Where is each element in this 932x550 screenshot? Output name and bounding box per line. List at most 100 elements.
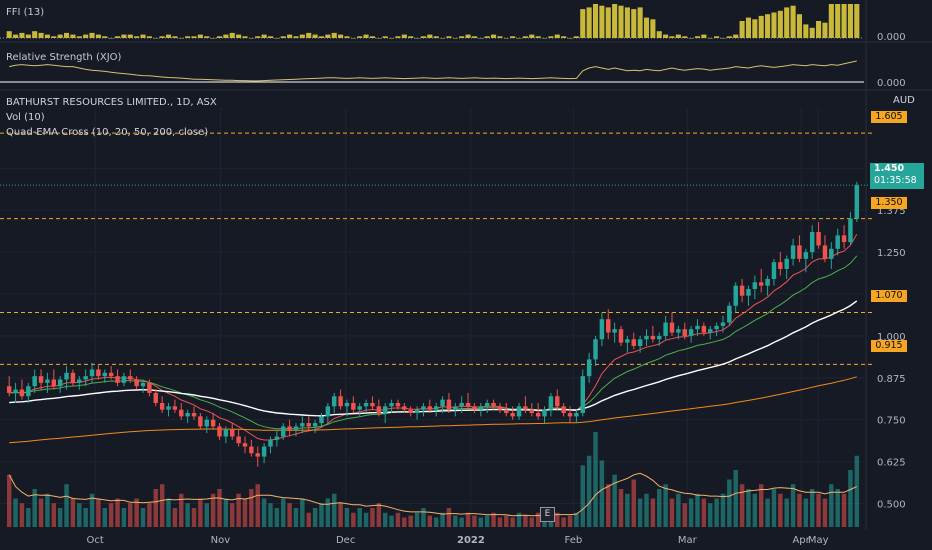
volume-bar xyxy=(287,503,292,527)
earnings-marker-icon[interactable]: E xyxy=(540,507,555,522)
ffi-bar xyxy=(236,34,242,38)
candle-body xyxy=(606,319,611,333)
volume-bar xyxy=(166,498,171,527)
ffi-bar xyxy=(261,34,267,38)
candle-body xyxy=(414,409,420,414)
candle-body xyxy=(778,262,783,269)
candle-body xyxy=(230,429,235,437)
volume-bar xyxy=(682,503,687,527)
ffi-bar xyxy=(675,34,681,38)
ffi-bar xyxy=(32,31,38,38)
volume-bar xyxy=(395,512,401,527)
candle-body xyxy=(491,402,496,407)
candle-body xyxy=(255,453,260,457)
candle-body xyxy=(720,322,726,326)
volume-bar xyxy=(516,512,522,527)
candle-body xyxy=(376,406,382,414)
ffi-bar xyxy=(567,38,573,39)
volume-bar xyxy=(676,493,681,527)
ffi-bar xyxy=(427,34,433,38)
volume-bar xyxy=(268,503,273,527)
candle-body xyxy=(695,325,700,330)
ffi-bar xyxy=(369,36,376,38)
ffi-bar xyxy=(44,34,50,38)
x-tick-label: May xyxy=(808,535,829,546)
candle-body xyxy=(657,335,662,340)
ffi-bar xyxy=(312,34,318,38)
volume-bar xyxy=(816,493,821,527)
candle-body xyxy=(319,416,324,424)
volume-bar xyxy=(453,515,458,527)
candle-body xyxy=(446,399,452,410)
ffi-bar xyxy=(51,36,57,38)
candle-body xyxy=(51,379,57,387)
volume-bar xyxy=(446,508,452,527)
y-tick-label: 1.000 xyxy=(877,332,906,343)
volume-bar xyxy=(803,498,809,527)
candle-body xyxy=(574,413,579,417)
volume-bar xyxy=(567,515,573,527)
ema-indicator-label[interactable]: Quad-EMA Cross (10, 20, 50, 200, close) xyxy=(6,127,209,138)
y-tick-label: 0.875 xyxy=(877,374,906,385)
candle-body xyxy=(478,406,484,410)
candle-body xyxy=(586,359,592,377)
candle-body xyxy=(268,439,273,447)
volume-bar xyxy=(108,503,114,527)
volume-bar xyxy=(433,517,439,527)
volume-bar xyxy=(389,515,394,527)
volume-bar xyxy=(529,517,535,527)
candle-body xyxy=(64,372,69,380)
candle-body xyxy=(771,262,777,279)
x-tick-label: Oct xyxy=(87,535,104,546)
x-tick-label: Feb xyxy=(565,535,583,546)
ffi-bar xyxy=(408,36,414,38)
volume-bar xyxy=(223,498,229,527)
level-badge-1350: 1.350 xyxy=(871,197,907,209)
candle-body xyxy=(134,379,139,387)
volume-bar xyxy=(669,498,675,527)
candle-body xyxy=(797,245,802,259)
candle-body xyxy=(223,429,229,437)
ema-200-line xyxy=(9,376,857,444)
volume-bar xyxy=(478,517,484,527)
candle-body xyxy=(472,406,477,410)
volume-bar xyxy=(172,508,178,527)
volume-bar xyxy=(319,503,324,527)
candle-body xyxy=(465,402,471,407)
volume-bar xyxy=(89,493,95,527)
volume-bar xyxy=(625,493,630,527)
x-tick-label: Mar xyxy=(678,535,698,546)
volume-bar xyxy=(249,489,254,527)
volume-bar xyxy=(637,498,643,527)
volume-bar xyxy=(440,512,445,527)
ffi-bar xyxy=(293,36,299,38)
ffi-bar xyxy=(510,36,516,38)
candle-body xyxy=(848,218,853,243)
level-badge-1070: 1.070 xyxy=(871,290,907,302)
candle-body xyxy=(669,322,675,333)
candle-body xyxy=(746,289,751,296)
ffi-bar xyxy=(83,34,89,38)
ffi-bar xyxy=(350,38,356,39)
ffi-bar xyxy=(287,34,293,38)
volume-bar xyxy=(421,508,426,527)
ffi-bar xyxy=(210,38,216,39)
ffi-bar xyxy=(57,34,63,38)
ffi-bar xyxy=(554,34,560,38)
volume-bar xyxy=(363,512,369,527)
candle-body xyxy=(331,396,337,407)
volume-indicator-label[interactable]: Vol (10) xyxy=(6,112,45,123)
ffi-bar xyxy=(280,36,286,38)
candle-body xyxy=(363,402,369,407)
candle-body xyxy=(752,282,758,290)
volume-bar xyxy=(822,498,828,527)
volume-bar xyxy=(414,512,420,527)
candle-body xyxy=(459,402,464,407)
x-tick-label: Apr xyxy=(792,535,810,546)
symbol-title[interactable]: BATHURST RESOURCES LIMITED., 1D, ASX xyxy=(6,97,217,108)
volume-bar xyxy=(580,465,585,527)
ffi-bar xyxy=(497,36,503,38)
volume-bar xyxy=(459,517,464,527)
candle-body xyxy=(402,406,407,410)
